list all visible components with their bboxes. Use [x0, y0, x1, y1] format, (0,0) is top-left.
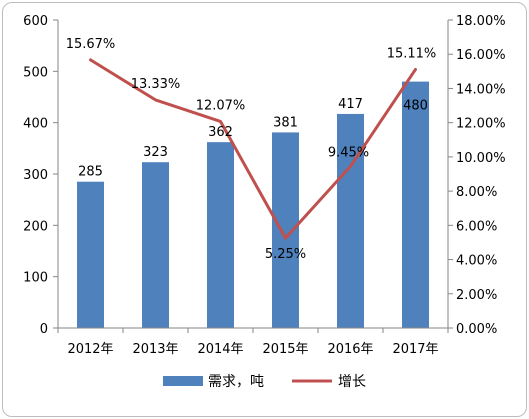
growth-value-label-5: 15.11% [387, 46, 437, 61]
right-tick-label-9: 18.00% [456, 14, 506, 29]
bar-4 [337, 113, 364, 328]
category-label-2: 2014年 [197, 342, 243, 357]
growth-value-label-0: 15.67% [66, 37, 116, 52]
right-tick-label-4: 8.00% [456, 185, 497, 200]
right-tick-label-8: 16.00% [456, 48, 506, 63]
left-tick-label-3: 300 [23, 168, 48, 183]
bar-value-label-1: 323 [143, 145, 168, 160]
right-tick-label-6: 12.00% [456, 117, 506, 132]
legend-bar-label: 需求，吨 [208, 374, 264, 390]
right-tick-label-5: 10.00% [456, 151, 506, 166]
bar-value-label-4: 417 [338, 97, 363, 112]
bar-value-label-5: 480 [403, 99, 428, 114]
bar-2 [207, 142, 234, 328]
growth-value-label-4: 9.45% [328, 145, 369, 160]
bar-value-label-0: 285 [78, 165, 103, 180]
growth-line [89, 58, 417, 240]
right-tick-label-7: 14.00% [456, 82, 506, 97]
bar-1 [142, 162, 169, 328]
left-tick-label-6: 600 [23, 14, 48, 29]
left-tick-label-5: 500 [23, 65, 48, 80]
right-tick-label-0: 0.00% [456, 322, 497, 337]
legend-bar-swatch [163, 376, 203, 386]
growth-value-label-3: 5.25% [265, 247, 306, 262]
bar-value-label-3: 381 [273, 115, 298, 130]
right-tick-label-2: 4.00% [456, 254, 497, 269]
category-label-1: 2013年 [132, 342, 178, 357]
growth-value-label-1: 13.33% [131, 77, 181, 92]
category-label-4: 2016年 [327, 342, 373, 357]
bar-5 [402, 81, 429, 328]
bar-3 [272, 132, 299, 328]
left-tick-label-1: 100 [23, 271, 48, 286]
legend-line-label: 增长 [338, 374, 366, 390]
growth-value-label-2: 12.07% [196, 98, 246, 113]
right-tick-label-1: 2.00% [456, 288, 497, 303]
bar-value-label-2: 362 [208, 125, 233, 140]
left-tick-label-0: 0 [40, 322, 48, 337]
left-tick-label-4: 400 [23, 117, 48, 132]
category-label-5: 2017年 [392, 342, 438, 357]
right-tick-label-3: 6.00% [456, 219, 497, 234]
bar-0 [77, 181, 104, 328]
category-label-0: 2012年 [67, 342, 113, 357]
category-label-3: 2015年 [262, 342, 308, 357]
left-tick-label-2: 200 [23, 219, 48, 234]
